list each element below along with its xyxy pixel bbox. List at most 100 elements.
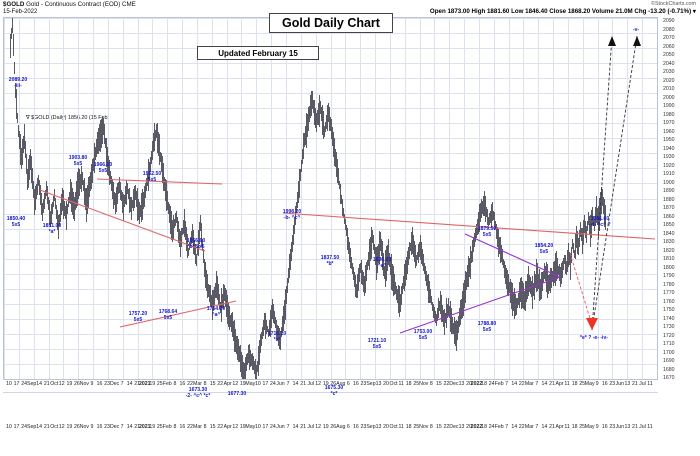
price-bar (296, 202, 297, 214)
price-bar (373, 235, 374, 251)
price-bar (360, 262, 361, 273)
date-axis-tick: Nov (79, 424, 90, 430)
price-bar (376, 247, 377, 280)
price-bar (408, 247, 409, 266)
price-axis-right: 2090 2080 2070 2060 2050 2040 2030 2020 2010 2000… (659, 17, 699, 381)
grid-line-vertical (464, 18, 465, 379)
date-axis-tick: 7 (286, 424, 290, 430)
price-bar (304, 133, 305, 147)
price-bar (412, 227, 413, 254)
date-axis-tick: 7 (535, 381, 539, 387)
price-bar (24, 124, 25, 149)
date-axis-tick: 9 (595, 424, 599, 430)
price-bar (367, 259, 368, 271)
date-axis-tick: 23 (360, 381, 367, 387)
price-bar (315, 107, 316, 128)
date-axis-tick: Mar (524, 381, 534, 387)
price-axis-tick: 2060 (663, 43, 675, 50)
date-axis-tick: 9 (595, 381, 599, 387)
price-bar (389, 253, 390, 267)
price-bar (36, 184, 37, 200)
annotation-wave-label: 5x5 (418, 334, 428, 341)
date-axis-tick: 14 (511, 424, 518, 430)
date-axis-tick: Feb (162, 424, 172, 430)
grid-line-vertical (241, 18, 242, 379)
price-bar (564, 254, 565, 264)
annotation-price: 1673.30 (188, 387, 208, 393)
price-bar (320, 100, 321, 115)
price-axis-tick: 1810 (663, 256, 675, 263)
date-axis-tick: Oct (50, 381, 59, 387)
date-axis-tick: 22 (187, 424, 193, 430)
date-axis-tick: 13 (375, 381, 382, 387)
price-bar (92, 158, 93, 184)
price-bar (106, 137, 107, 167)
annotation-wave-label: ^a^ (211, 311, 221, 318)
price-bar (386, 246, 387, 281)
price-axis-tick: 1870 (663, 205, 675, 212)
grid-line-vertical (375, 18, 376, 379)
grid-line-vertical (405, 18, 406, 379)
grid-line-horizontal (4, 334, 657, 335)
date-axis-tick: 19 (149, 424, 156, 430)
price-bar (208, 283, 209, 297)
price-bar (339, 180, 340, 189)
annotation-price: 1837.50 (320, 255, 340, 261)
price-plot-area[interactable]: ∇ $GOLD (Daily) 1856.20 (15 Feb) (3, 17, 658, 380)
price-annotation: 2089.20 -iii- (9, 77, 27, 89)
price-bar (82, 172, 83, 185)
price-bar (305, 126, 306, 145)
price-axis-tick: 1690 (663, 358, 675, 364)
date-axis-tick: 16 (601, 424, 608, 430)
price-bar (399, 286, 400, 317)
price-bar (379, 230, 380, 264)
price-bar (13, 34, 14, 56)
date-axis-tick: 26 (73, 424, 80, 430)
price-bar (282, 315, 283, 334)
price-bar (422, 249, 423, 267)
price-axis-tick: 1780 (663, 281, 675, 288)
price-bar (483, 195, 484, 216)
date-axis-tick: 7 (120, 424, 124, 430)
grid-line-vertical (212, 18, 213, 379)
price-bar (188, 248, 189, 256)
price-bar (425, 266, 426, 282)
price-bar (329, 106, 330, 132)
price-bar (161, 152, 162, 172)
price-annotation: 1677.30 (228, 391, 246, 398)
date-axis-tick: 11 (398, 381, 404, 387)
price-bar (391, 254, 392, 290)
price-bar (363, 272, 364, 292)
grid-line-vertical (316, 18, 317, 379)
price-bar (484, 191, 485, 217)
price-bar (377, 245, 378, 273)
annotation-wave-label: -iii- (14, 82, 22, 89)
price-bar (561, 263, 562, 285)
price-bar (565, 254, 566, 274)
price-bar (97, 132, 98, 155)
price-bar (419, 242, 420, 258)
date-axis-tick: 23 (360, 424, 367, 430)
price-bar (15, 82, 16, 99)
price-bar (415, 245, 416, 268)
price-bar (242, 355, 243, 379)
price-annotation: 1768.64 5x5 (159, 309, 177, 321)
price-bar (317, 109, 318, 125)
date-axis-tick: 25 (413, 381, 420, 387)
date-axis-tick: Jun (276, 381, 285, 387)
price-bar (575, 233, 576, 260)
annotation-wave-label: *b* 5x5 (187, 243, 205, 250)
price-bar (279, 328, 280, 349)
price-bar (241, 351, 242, 377)
price-bar (94, 143, 95, 174)
price-bar (11, 27, 12, 40)
annotation-price: 1721.10 (367, 338, 387, 344)
price-axis-tick: 1960 (663, 128, 675, 135)
price-bar (423, 254, 424, 272)
date-axis-tick: 25 (579, 381, 586, 387)
price-bar (100, 120, 101, 153)
date-axis-tick: Oct (389, 424, 398, 430)
grid-line-vertical (4, 18, 5, 379)
price-bar (250, 350, 251, 367)
